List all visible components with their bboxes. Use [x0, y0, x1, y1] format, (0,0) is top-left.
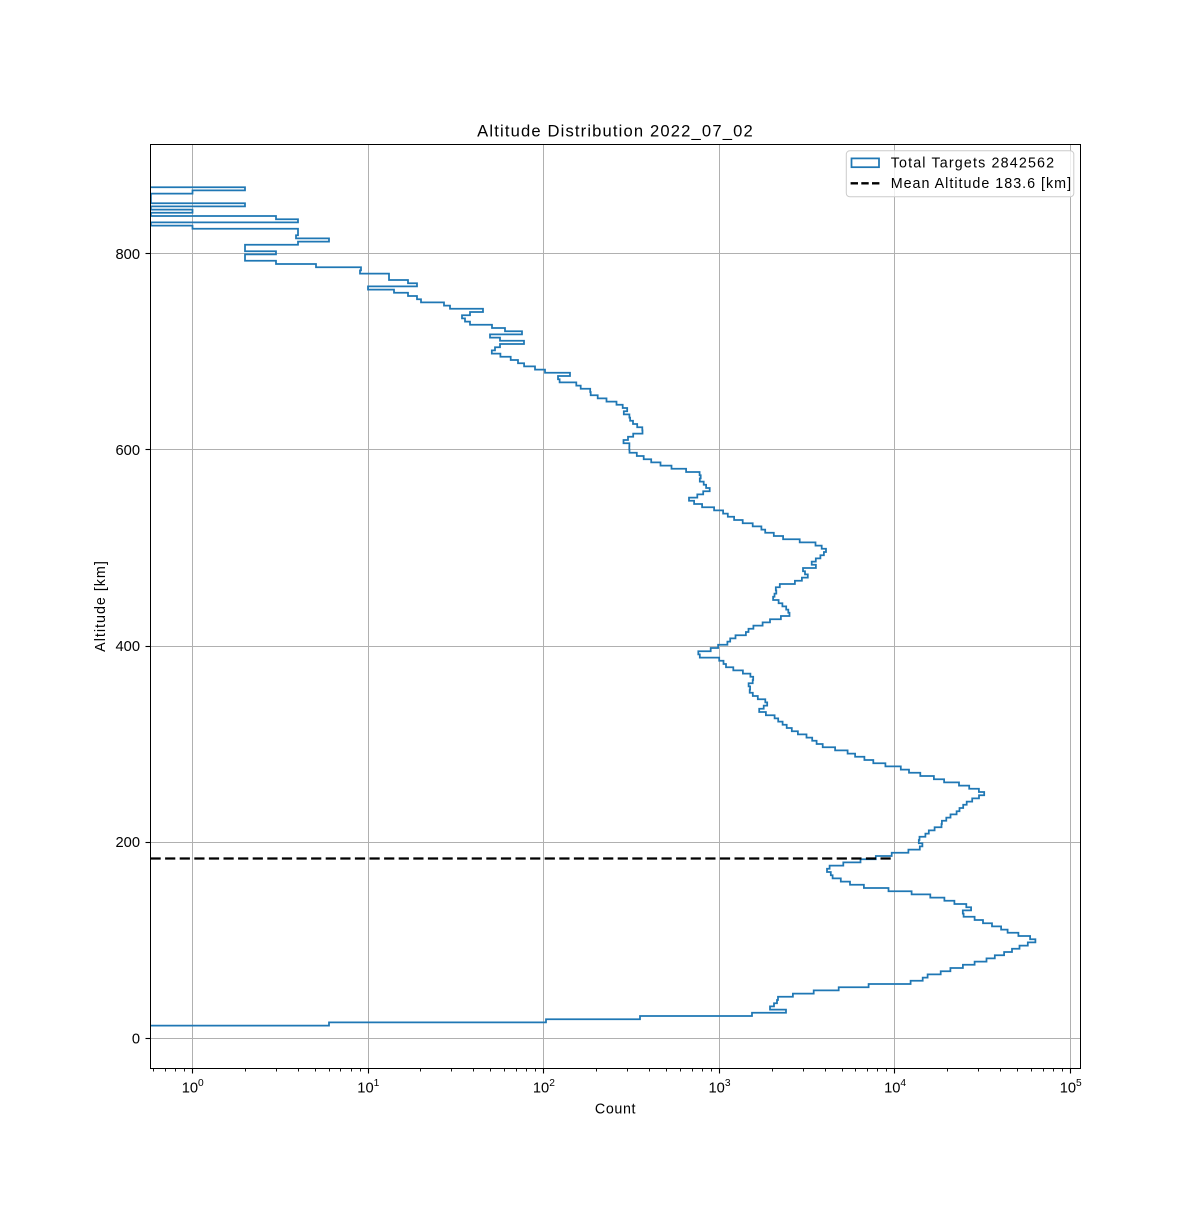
svg-text:Altitude [km]: Altitude [km] — [93, 560, 109, 652]
svg-text:Altitude Distribution 2022_07_: Altitude Distribution 2022_07_02 — [477, 122, 754, 141]
svg-text:200: 200 — [115, 835, 140, 851]
svg-text:Count: Count — [595, 1102, 636, 1118]
svg-text:Mean Altitude 183.6 [km]: Mean Altitude 183.6 [km] — [891, 176, 1072, 192]
svg-text:800: 800 — [115, 247, 140, 263]
svg-text:Total Targets 2842562: Total Targets 2842562 — [891, 156, 1056, 172]
svg-text:600: 600 — [115, 443, 140, 459]
svg-text:0: 0 — [132, 1031, 140, 1047]
svg-text:400: 400 — [115, 639, 140, 655]
